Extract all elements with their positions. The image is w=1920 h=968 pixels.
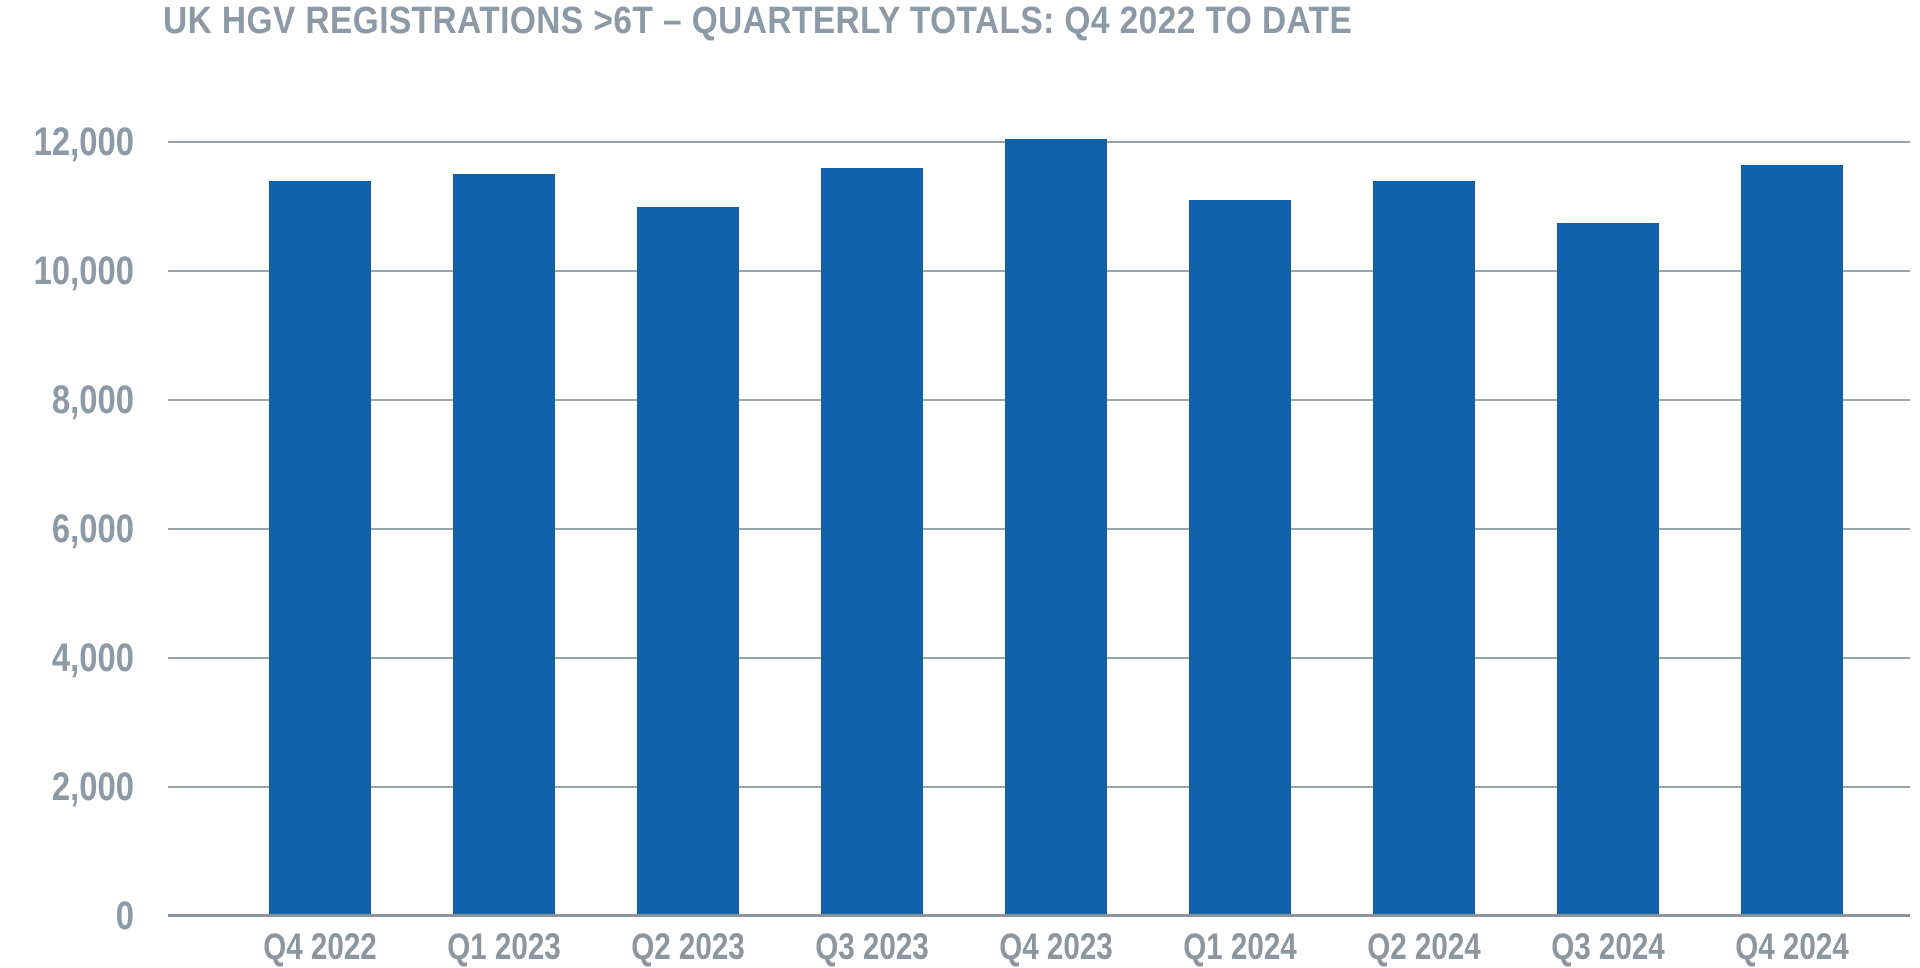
bar-q4-2024 — [1741, 164, 1843, 916]
bar-slot — [412, 142, 596, 916]
bar-q2-2023 — [637, 206, 739, 916]
bar-slot — [1516, 142, 1700, 916]
x-axis-tick-label: Q1 2024 — [1183, 926, 1297, 967]
y-axis-tick-label: 12,000 — [33, 120, 134, 164]
bar-slot — [1332, 142, 1516, 916]
bar-q1-2024 — [1189, 200, 1291, 916]
y-axis: 0 2,000 4,000 6,000 8,000 10,000 12,000 — [0, 121, 134, 937]
bar-slot — [228, 142, 412, 916]
bar-slot — [964, 138, 1148, 916]
bars-row — [168, 138, 1910, 916]
chart-title: UK HGV REGISTRATIONS >6T – QUARTERLY TOT… — [163, 0, 1353, 42]
x-axis-line — [168, 914, 1910, 917]
bar-q4-2023 — [1005, 138, 1107, 916]
y-axis-tick-label: 0 — [115, 894, 134, 938]
plot-area — [168, 138, 1910, 917]
x-axis-tick-label: Q2 2024 — [1367, 926, 1481, 967]
bar-q1-2023 — [453, 174, 555, 916]
x-axis-tick-label: Q4 2024 — [1735, 926, 1849, 967]
x-axis-tick-label: Q4 2023 — [999, 926, 1113, 967]
y-axis-tick-label: 10,000 — [33, 249, 134, 293]
bar-slot — [780, 142, 964, 916]
bar-q3-2024 — [1557, 222, 1659, 916]
y-axis-tick-label: 4,000 — [51, 636, 134, 680]
y-axis-tick-label: 2,000 — [51, 765, 134, 809]
y-axis-tick-label: 8,000 — [51, 378, 134, 422]
x-axis-tick-label: Q4 2022 — [263, 926, 377, 967]
bar-q4-2022 — [269, 180, 371, 916]
bar-slot — [596, 142, 780, 916]
bar-q3-2023 — [821, 167, 923, 916]
x-axis-tick-label: Q3 2024 — [1551, 926, 1665, 967]
bar-slot — [1700, 142, 1884, 916]
bar-slot — [1148, 142, 1332, 916]
x-axis-tick-label: Q1 2023 — [447, 926, 561, 967]
x-axis-tick-label: Q2 2023 — [631, 926, 745, 967]
x-axis: Q4 2022 Q1 2023 Q2 2023 Q3 2023 Q4 2023 Q1 20… — [228, 926, 1884, 968]
x-axis-tick-label: Q3 2023 — [815, 926, 929, 967]
y-axis-tick-label: 6,000 — [51, 507, 134, 551]
bar-q2-2024 — [1373, 180, 1475, 916]
